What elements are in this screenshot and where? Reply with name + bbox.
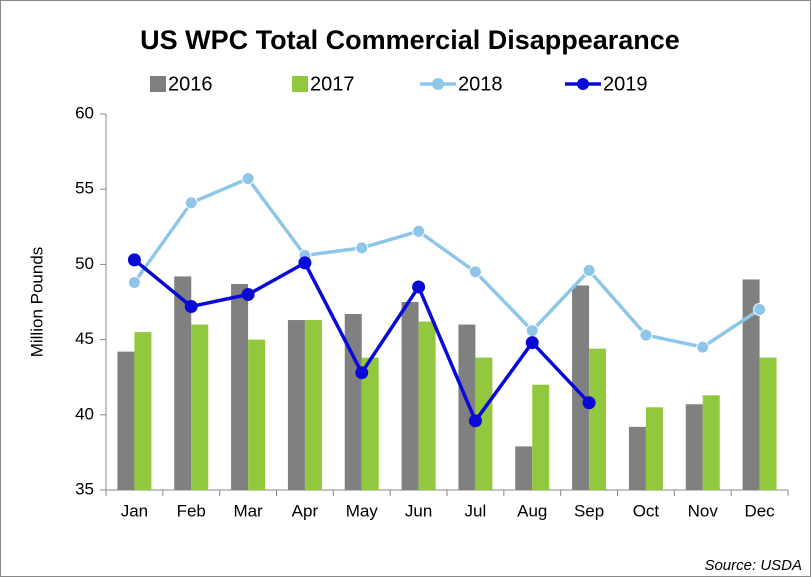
legend-swatch	[292, 76, 308, 92]
x-tick-label: Dec	[744, 501, 775, 520]
marker	[525, 324, 539, 338]
chart-title: US WPC Total Commercial Disappearance	[140, 25, 680, 55]
legend-marker	[577, 78, 589, 90]
x-tick-label: Jun	[405, 501, 432, 520]
x-tick-label: Jul	[465, 501, 487, 520]
bar	[515, 446, 533, 490]
bar	[344, 314, 362, 490]
marker	[525, 336, 539, 350]
bar	[742, 279, 760, 490]
legend-label: 2018	[458, 73, 503, 95]
legend-marker	[432, 78, 444, 90]
x-tick-label: Mar	[233, 501, 263, 520]
source-note: Source: USDA	[704, 557, 802, 574]
bar	[304, 320, 322, 490]
y-tick-label: 35	[75, 479, 94, 498]
marker	[582, 263, 596, 277]
bar	[418, 321, 436, 490]
bar	[117, 351, 135, 490]
y-axis-label: Million Pounds	[27, 247, 46, 358]
x-tick-label: Oct	[633, 501, 660, 520]
y-tick-label: 45	[75, 329, 94, 348]
x-tick-label: Nov	[688, 501, 719, 520]
bar	[174, 276, 192, 490]
bar	[361, 357, 379, 490]
bar	[589, 348, 607, 490]
bar	[645, 407, 663, 490]
marker	[298, 256, 312, 270]
marker	[355, 241, 369, 255]
marker	[355, 366, 369, 380]
legend-swatch	[150, 76, 166, 92]
marker	[696, 340, 710, 354]
marker	[127, 275, 141, 289]
marker	[184, 300, 198, 314]
bar	[458, 324, 476, 490]
bar	[532, 384, 550, 490]
x-tick-label: Feb	[177, 501, 206, 520]
bar	[475, 357, 493, 490]
legend-label: 2016	[168, 73, 213, 95]
bar	[231, 283, 249, 490]
marker	[241, 287, 255, 301]
bar	[248, 339, 266, 490]
x-tick-label: Aug	[517, 501, 547, 520]
marker	[412, 224, 426, 238]
line	[132, 176, 761, 349]
marker	[639, 328, 653, 342]
bar	[759, 357, 777, 490]
legend-label: 2019	[603, 73, 648, 95]
bar	[134, 332, 152, 490]
marker	[241, 172, 255, 186]
bar	[628, 426, 646, 490]
marker	[753, 303, 767, 317]
x-tick-label: Jan	[121, 501, 148, 520]
marker	[468, 414, 482, 428]
marker	[468, 265, 482, 279]
y-tick-label: 60	[75, 103, 94, 122]
x-tick-label: Apr	[292, 501, 319, 520]
bar	[702, 395, 720, 490]
marker	[184, 196, 198, 210]
marker	[127, 253, 141, 267]
bar	[401, 302, 419, 490]
bar	[287, 320, 305, 490]
y-tick-label: 40	[75, 404, 94, 423]
x-tick-label: May	[346, 501, 379, 520]
marker	[582, 396, 596, 410]
legend-label: 2017	[310, 73, 355, 95]
bar	[191, 324, 209, 490]
y-tick-label: 55	[75, 179, 94, 198]
marker	[412, 280, 426, 294]
x-tick-label: Sep	[574, 501, 604, 520]
bar	[685, 404, 703, 490]
bar	[572, 285, 590, 490]
y-tick-label: 50	[75, 254, 94, 273]
